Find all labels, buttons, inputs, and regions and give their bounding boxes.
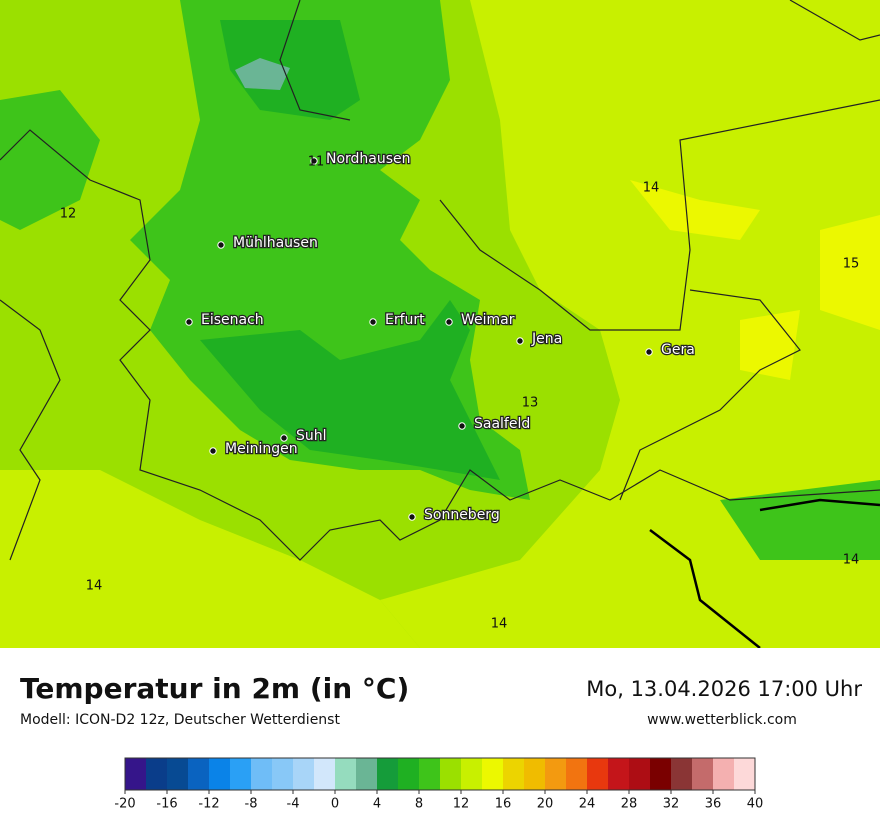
- value-label: 12: [60, 207, 77, 222]
- colorbar-box: [146, 758, 167, 790]
- colorbar-box: [125, 758, 146, 790]
- colorbar-box: [335, 758, 356, 790]
- value-label: 14: [643, 181, 660, 196]
- colorbar-box: [482, 758, 503, 790]
- coldest-area: [235, 58, 290, 90]
- city-label: Erfurt: [385, 312, 425, 328]
- value-label: 14: [86, 579, 103, 594]
- colorbar-box: [293, 758, 314, 790]
- colorbar-box: [734, 758, 755, 790]
- state-border: [0, 299, 61, 561]
- colorbar-box: [671, 758, 692, 790]
- city-label: Suhl: [296, 428, 327, 444]
- city-label: Mühlhausen: [233, 235, 318, 251]
- city-dot: [280, 434, 288, 442]
- colorbar-tick-label: 12: [453, 797, 470, 812]
- website: www.wetterblick.com: [647, 712, 797, 728]
- city-dot: [645, 348, 653, 356]
- city-dot: [217, 241, 225, 249]
- city-label: Eisenach: [201, 312, 264, 328]
- warm-area: [0, 470, 420, 648]
- city-dot: [369, 318, 377, 326]
- colorbar-tick-label: -12: [198, 797, 219, 812]
- colorbar-box: [167, 758, 188, 790]
- colorbar-box: [314, 758, 335, 790]
- colorbar-box: [692, 758, 713, 790]
- colorbar-tick-label: 4: [373, 797, 381, 812]
- value-label: 11: [308, 155, 325, 170]
- footer: [0, 648, 880, 830]
- map: [0, 0, 880, 649]
- colorbar-box: [461, 758, 482, 790]
- colorbar-tick-label: 16: [495, 797, 512, 812]
- colorbar-box: [440, 758, 461, 790]
- colder-area: [200, 20, 500, 480]
- colorbar-tick-label: -8: [245, 797, 258, 812]
- colorbar-box: [272, 758, 293, 790]
- colorbar-box: [566, 758, 587, 790]
- city-dot: [310, 157, 318, 165]
- value-label: 14: [843, 553, 860, 568]
- value-label: 13: [522, 396, 539, 411]
- state-border: [279, 0, 880, 121]
- colorbar-box: [209, 758, 230, 790]
- city-dot: [209, 447, 217, 455]
- value-label: 15: [843, 257, 860, 272]
- map-title: Temperatur in 2m (in °C): [20, 672, 409, 705]
- city-label: Sonneberg: [424, 507, 500, 523]
- state-border: [619, 289, 801, 501]
- cool-area: [0, 90, 880, 560]
- colorbar-box: [251, 758, 272, 790]
- colorbar-tick-label: 20: [537, 797, 554, 812]
- city-label: Weimar: [461, 312, 515, 328]
- colorbar-tick-label: 28: [621, 797, 638, 812]
- state-border: [0, 129, 880, 561]
- colorbar-box: [377, 758, 398, 790]
- colorbar-box: [629, 758, 650, 790]
- colorbar-box: [713, 758, 734, 790]
- colorbar-tick-label: 0: [331, 797, 339, 812]
- city-dot: [408, 513, 416, 521]
- value-label: 14: [491, 617, 508, 632]
- city-label: Meiningen: [225, 441, 298, 457]
- city-label: Saalfeld: [474, 416, 530, 432]
- colorbar-box: [356, 758, 377, 790]
- colorbar-box: [587, 758, 608, 790]
- colorbar-box: [398, 758, 419, 790]
- warmer-area: [630, 180, 880, 380]
- colorbar-box: [230, 758, 251, 790]
- colorbar-tick-label: 32: [663, 797, 680, 812]
- state-border: [439, 99, 880, 331]
- national-border: [649, 498, 880, 649]
- model-info: Modell: ICON-D2 12z, Deutscher Wetterdie…: [20, 712, 340, 728]
- city-label: Nordhausen: [326, 151, 411, 167]
- colorbar-tick-label: -20: [114, 797, 135, 812]
- warm-area: [380, 0, 880, 648]
- colorbar-box: [188, 758, 209, 790]
- city-dot: [445, 318, 453, 326]
- colorbar-box: [503, 758, 524, 790]
- colorbar-tick-label: -16: [156, 797, 177, 812]
- colorbar-box: [650, 758, 671, 790]
- colorbar-tick-label: -4: [287, 797, 300, 812]
- colorbar-tick-label: 24: [579, 797, 596, 812]
- city-label: Gera: [661, 342, 695, 358]
- colorbar-box: [419, 758, 440, 790]
- datetime: Mo, 13.04.2026 17:00 Uhr: [586, 677, 862, 701]
- colorbar-box: [524, 758, 545, 790]
- city-label: Jena: [531, 331, 562, 347]
- city-dot: [458, 422, 466, 430]
- colorbar-tick-label: 8: [415, 797, 423, 812]
- colorbar-box: [608, 758, 629, 790]
- city-dot: [516, 337, 524, 345]
- city-dot: [185, 318, 193, 326]
- colorbar-box: [545, 758, 566, 790]
- colorbar-frame: [124, 757, 756, 791]
- colorbar-tick-label: 36: [705, 797, 722, 812]
- colorbar-tick-label: 40: [747, 797, 764, 812]
